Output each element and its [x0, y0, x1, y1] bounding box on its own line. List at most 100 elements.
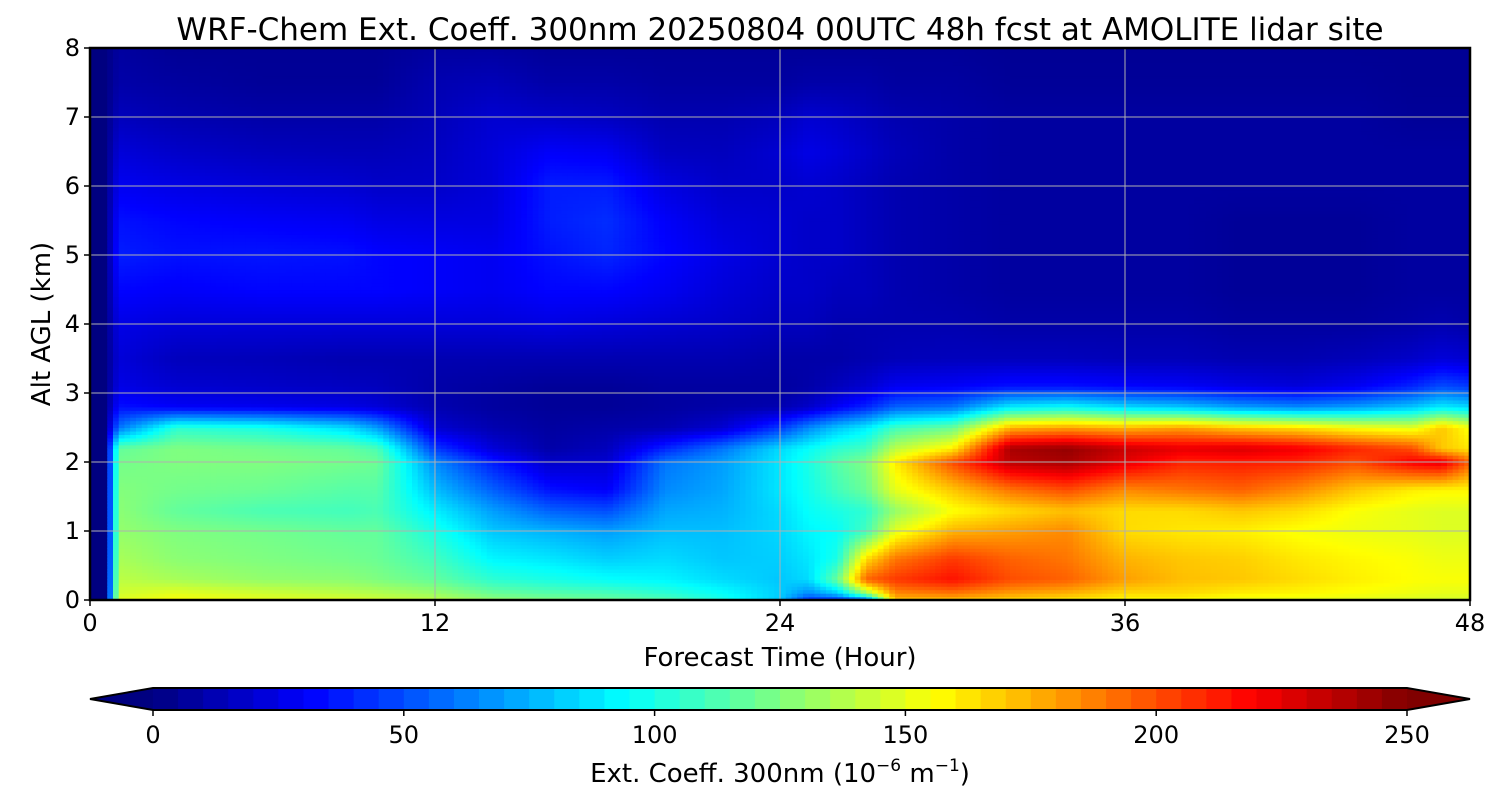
heatmap-cell	[148, 107, 154, 111]
heatmap-cell	[251, 155, 257, 159]
heatmap-cell	[113, 283, 119, 287]
heatmap-cell	[205, 486, 211, 490]
heatmap-cell	[211, 327, 217, 331]
heatmap-cell	[234, 538, 240, 542]
heatmap-cell	[102, 196, 108, 200]
heatmap-cell	[182, 141, 188, 145]
heatmap-cell	[130, 327, 136, 331]
heatmap-cell	[194, 117, 200, 121]
heatmap-cell	[130, 445, 136, 449]
heatmap-cell	[96, 155, 102, 159]
heatmap-cell	[194, 417, 200, 421]
heatmap-cell	[119, 438, 125, 442]
heatmap-cell	[222, 376, 228, 380]
heatmap-cell	[130, 162, 136, 166]
heatmap-cell	[176, 490, 182, 494]
heatmap-cell	[188, 510, 194, 514]
heatmap-cell	[136, 517, 142, 521]
heatmap-cell	[217, 472, 223, 476]
heatmap-cell	[125, 117, 131, 121]
heatmap-cell	[222, 272, 228, 276]
heatmap-cell	[222, 124, 228, 128]
heatmap-cell	[119, 469, 125, 473]
heatmap-cell	[176, 93, 182, 97]
heatmap-cell	[176, 307, 182, 311]
heatmap-cell	[107, 579, 113, 583]
heatmap-cell	[228, 586, 234, 590]
heatmap-cell	[228, 517, 234, 521]
heatmap-cell	[165, 396, 171, 400]
heatmap-cell	[188, 83, 194, 87]
heatmap-cell	[194, 307, 200, 311]
heatmap-cell	[153, 276, 159, 280]
heatmap-cell	[107, 221, 113, 225]
heatmap-cell	[171, 155, 177, 159]
heatmap-cell	[211, 152, 217, 156]
heatmap-cell	[113, 497, 119, 501]
heatmap-cell	[205, 120, 211, 124]
heatmap-cell	[263, 507, 269, 511]
heatmap-cell	[102, 476, 108, 480]
heatmap-cell	[171, 134, 177, 138]
heatmap-cell	[182, 493, 188, 497]
heatmap-cell	[217, 517, 223, 521]
heatmap-cell	[165, 345, 171, 349]
heatmap-cell	[102, 214, 108, 218]
heatmap-cell	[188, 548, 194, 552]
heatmap-cell	[240, 155, 246, 159]
heatmap-cell	[228, 503, 234, 507]
heatmap-cell	[188, 262, 194, 266]
heatmap-cell	[125, 310, 131, 314]
heatmap-cell	[199, 179, 205, 183]
heatmap-cell	[194, 341, 200, 345]
heatmap-cell	[125, 352, 131, 356]
heatmap-cell	[107, 490, 113, 494]
heatmap-cell	[222, 65, 228, 69]
heatmap-cell	[153, 569, 159, 573]
heatmap-cell	[119, 579, 125, 583]
heatmap-cell	[130, 379, 136, 383]
heatmap-cell	[153, 165, 159, 169]
heatmap-cell	[107, 483, 113, 487]
heatmap-cell	[217, 431, 223, 435]
heatmap-cell	[148, 572, 154, 576]
heatmap-cell	[188, 383, 194, 387]
heatmap-cell	[171, 272, 177, 276]
heatmap-cell	[205, 276, 211, 280]
heatmap-cell	[159, 452, 165, 456]
heatmap-cell	[113, 124, 119, 128]
heatmap-cell	[153, 372, 159, 376]
heatmap-cell	[188, 172, 194, 176]
heatmap-cell	[245, 421, 251, 425]
heatmap-cell	[165, 369, 171, 373]
heatmap-cell	[211, 445, 217, 449]
heatmap-cell	[245, 131, 251, 135]
heatmap-cell	[176, 241, 182, 245]
heatmap-cell	[142, 327, 148, 331]
heatmap-cell	[165, 65, 171, 69]
heatmap-cell	[125, 379, 131, 383]
heatmap-cell	[148, 497, 154, 501]
heatmap-cell	[148, 386, 154, 390]
heatmap-cell	[159, 503, 165, 507]
heatmap-cell	[194, 58, 200, 62]
heatmap-cell	[107, 258, 113, 262]
heatmap-cell	[228, 448, 234, 452]
heatmap-cell	[148, 272, 154, 276]
heatmap-cell	[119, 165, 125, 169]
heatmap-cell	[102, 400, 108, 404]
heatmap-cell	[176, 141, 182, 145]
heatmap-cell	[263, 562, 269, 566]
heatmap-cell	[205, 186, 211, 190]
heatmap-cell	[148, 483, 154, 487]
heatmap-cell	[211, 503, 217, 507]
heatmap-cell	[119, 396, 125, 400]
heatmap-cell	[211, 96, 217, 100]
heatmap-cell	[234, 421, 240, 425]
heatmap-cell	[251, 283, 257, 287]
heatmap-cell	[113, 583, 119, 587]
heatmap-cell	[119, 296, 125, 300]
heatmap-cell	[130, 355, 136, 359]
heatmap-cell	[205, 572, 211, 576]
heatmap-cell	[228, 158, 234, 162]
